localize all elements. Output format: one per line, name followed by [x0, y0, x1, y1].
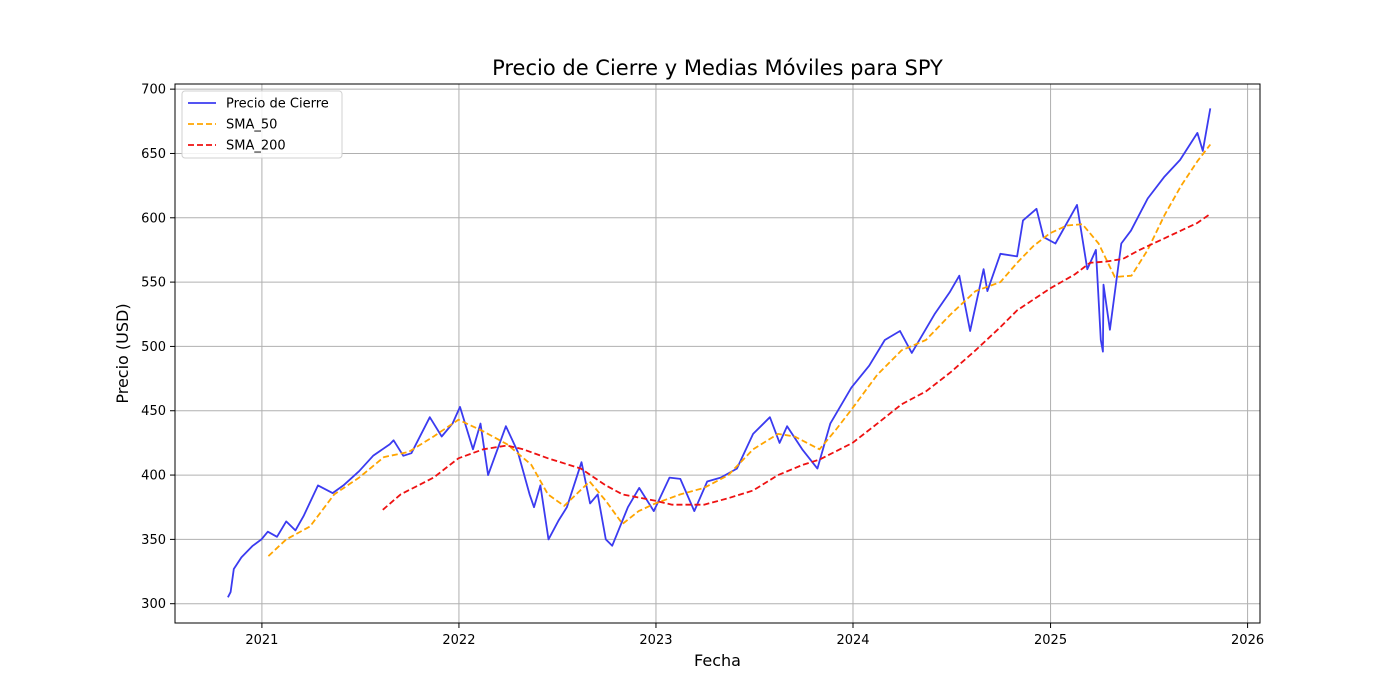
- legend-label: SMA_200: [226, 139, 286, 154]
- y-tick-label: 550: [141, 276, 166, 291]
- y-tick-label: 500: [141, 340, 166, 355]
- y-tick-label: 300: [141, 597, 166, 612]
- legend-box: [181, 90, 343, 159]
- chart-title: Precio de Cierre y Medias Móviles para S…: [492, 56, 943, 80]
- series-line-sma-50: [267, 143, 1212, 557]
- series-line-sma-200: [382, 213, 1211, 511]
- y-tick-label: 600: [141, 211, 166, 226]
- x-tick-label: 2021: [245, 633, 278, 648]
- y-tick-label: 350: [141, 533, 166, 548]
- series-line-precio-de-cierre: [227, 108, 1212, 598]
- legend: Precio de Cierre SMA_50 SMA_200: [181, 90, 343, 159]
- x-tick-label: 2025: [1034, 633, 1067, 648]
- y-tick-label: 400: [141, 469, 166, 484]
- x-axis: 2021 2022 2023 2024 2025 2026: [245, 623, 1264, 648]
- x-axis-title: Fecha: [694, 651, 741, 670]
- y-axis: 300 350 400 450 500 550 600 650 700: [141, 83, 175, 612]
- x-tick-label: 2023: [639, 633, 672, 648]
- series-group: [227, 108, 1212, 598]
- x-tick-label: 2022: [442, 633, 475, 648]
- grid: [175, 84, 1260, 623]
- y-tick-label: 700: [141, 83, 166, 98]
- legend-label: SMA_50: [226, 118, 277, 133]
- x-tick-label: 2024: [836, 633, 869, 648]
- y-axis-title: Precio (USD): [113, 303, 132, 403]
- y-tick-label: 650: [141, 147, 166, 162]
- legend-label: Precio de Cierre: [226, 97, 329, 112]
- y-tick-label: 450: [141, 404, 166, 419]
- x-tick-label: 2026: [1231, 633, 1264, 648]
- plot-area-frame: [174, 83, 1261, 624]
